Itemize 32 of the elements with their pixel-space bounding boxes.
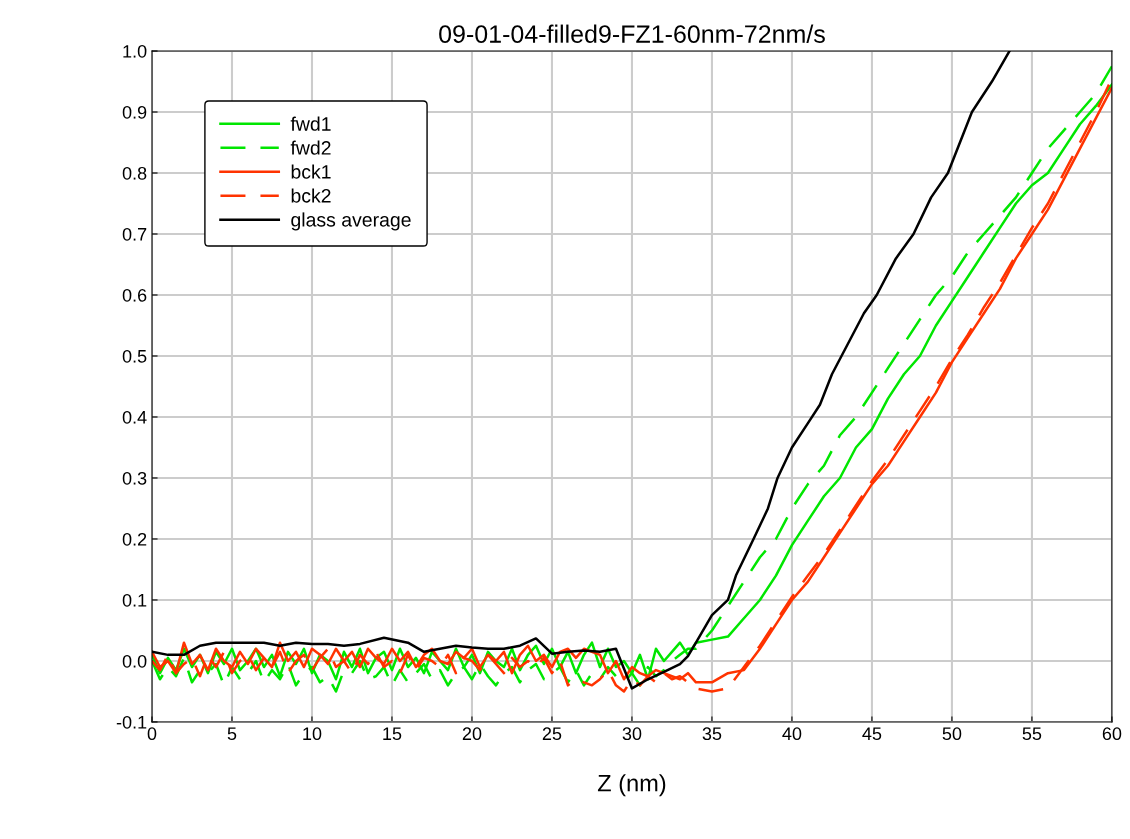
y-tick-label: 0.2 <box>122 532 147 546</box>
x-tick-label: 20 <box>462 727 482 741</box>
y-tick-label: 0.0 <box>122 654 147 668</box>
legend-label: fwd1 <box>290 116 331 131</box>
x-tick-label: 10 <box>303 727 322 741</box>
chart-title: 09-01-04-filled9-FZ1-60nm-72nm/s <box>439 24 825 43</box>
y-tick-label: 0.3 <box>122 471 147 485</box>
legend-label: bck2 <box>291 188 331 203</box>
x-tick-label: 35 <box>702 727 722 741</box>
x-tick-label: 50 <box>942 727 962 741</box>
legend-label: fwd2 <box>290 140 331 155</box>
x-tick-label: 30 <box>622 727 642 741</box>
y-tick-label: 0.4 <box>122 410 147 424</box>
y-tick-label: -0.1 <box>116 715 147 729</box>
y-tick-label: 0.9 <box>122 105 147 119</box>
y-tick-label: 0.1 <box>122 593 147 607</box>
x-tick-label: 55 <box>1022 727 1042 741</box>
x-tick-label: 5 <box>227 727 237 741</box>
y-tick-label: 0.6 <box>122 288 147 302</box>
x-tick-label: 45 <box>862 727 882 741</box>
x-tick-label: 0 <box>147 727 157 741</box>
x-tick-label: 60 <box>1102 727 1122 741</box>
y-tick-label: 1.0 <box>123 44 147 58</box>
legend-label: bck1 <box>291 164 331 179</box>
y-tick-label: 0.5 <box>122 349 147 363</box>
x-tick-label: 15 <box>383 727 402 741</box>
x-tick-label: 25 <box>542 727 562 741</box>
x-axis-title: Z (nm) <box>597 774 666 797</box>
y-tick-label: 0.8 <box>122 166 147 180</box>
legend-label: glass average <box>291 212 411 231</box>
x-tick-label: 40 <box>782 727 802 741</box>
y-tick-label: 0.7 <box>122 227 147 241</box>
